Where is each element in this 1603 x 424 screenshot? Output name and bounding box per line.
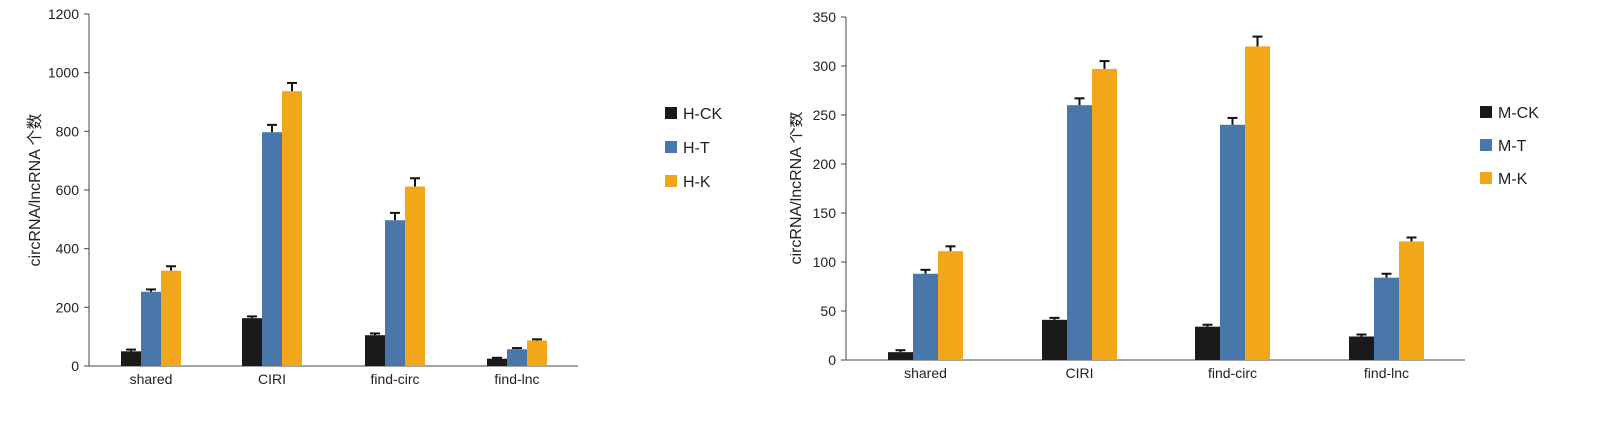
bar: [365, 335, 385, 366]
legend-label: H-CK: [683, 106, 722, 123]
bar: [1374, 277, 1399, 360]
legend-label: H-T: [683, 140, 710, 157]
legend-swatch: [665, 107, 677, 119]
y-tick-label: 800: [56, 123, 80, 139]
bar: [121, 351, 141, 366]
y-tick-label: 300: [813, 58, 837, 74]
bar: [141, 291, 161, 366]
chart-right: 0 50 100 150 200 250 300 350 circRNA/lncRNA 个数 sh…: [787, 0, 1603, 419]
bar: [1399, 241, 1424, 360]
y-axis-label: circRNA/lncRNA 个数: [790, 112, 805, 265]
y-tick-label: 200: [813, 156, 837, 172]
bar: [161, 270, 181, 366]
bar: [282, 91, 302, 366]
bar: [242, 318, 262, 366]
chart-left-svg: 0 200 400 600 800 1000 1200 circRNA/lncRNA 个数 sh…: [26, 6, 722, 387]
legend-label: M-CK: [1498, 105, 1539, 122]
bar: [507, 349, 527, 366]
legend-label: M-T: [1498, 138, 1527, 155]
x-tick-label: shared: [904, 365, 947, 381]
y-tick-label: 0: [828, 352, 836, 368]
legend-swatch: [665, 175, 677, 187]
y-tick-label: 100: [813, 254, 837, 270]
y-tick-label: 600: [56, 182, 80, 198]
bar: [1195, 326, 1220, 360]
x-tick-label: find-lnc: [494, 371, 539, 387]
legend-swatch: [1480, 106, 1492, 118]
bar: [487, 358, 507, 366]
y-tick-label: 200: [56, 299, 80, 315]
bar: [1220, 124, 1245, 360]
legend-label: H-K: [683, 174, 711, 191]
legend-swatch: [1480, 172, 1492, 184]
legend-label: M-K: [1498, 171, 1528, 188]
x-tick-label: CIRI: [1066, 365, 1094, 381]
bar: [1092, 68, 1117, 360]
bar: [1349, 336, 1374, 360]
x-tick-label: find-circ: [370, 371, 419, 387]
x-tick-label: find-circ: [1208, 365, 1257, 381]
y-tick-label: 350: [813, 9, 837, 25]
y-tick-label: 50: [820, 303, 836, 319]
bar: [385, 220, 405, 366]
bar: [913, 273, 938, 360]
bar: [262, 132, 282, 366]
bar: [1067, 105, 1092, 360]
y-tick-label: 150: [813, 205, 837, 221]
bar: [405, 186, 425, 366]
legend-swatch: [1480, 139, 1492, 151]
chart-left: 0 200 400 600 800 1000 1200 circRNA/lncRNA 个数 sh…: [0, 0, 790, 419]
bar: [1042, 319, 1067, 360]
y-tick-label: 250: [813, 107, 837, 123]
bar: [527, 340, 547, 366]
legend-swatch: [665, 141, 677, 153]
x-tick-label: shared: [130, 371, 173, 387]
x-tick-label: CIRI: [258, 371, 286, 387]
bar: [888, 352, 913, 360]
bar: [938, 251, 963, 360]
y-tick-label: 1200: [48, 6, 79, 22]
x-tick-label: find-lnc: [1364, 365, 1409, 381]
bar: [1245, 46, 1270, 361]
y-tick-label: 0: [71, 358, 79, 374]
y-tick-label: 1000: [48, 65, 79, 81]
y-tick-label: 400: [56, 241, 80, 257]
chart-right-svg: 0 50 100 150 200 250 300 350 circRNA/lncRNA 个数 sh…: [787, 9, 1539, 381]
y-axis-label: circRNA/lncRNA 个数: [26, 114, 44, 267]
